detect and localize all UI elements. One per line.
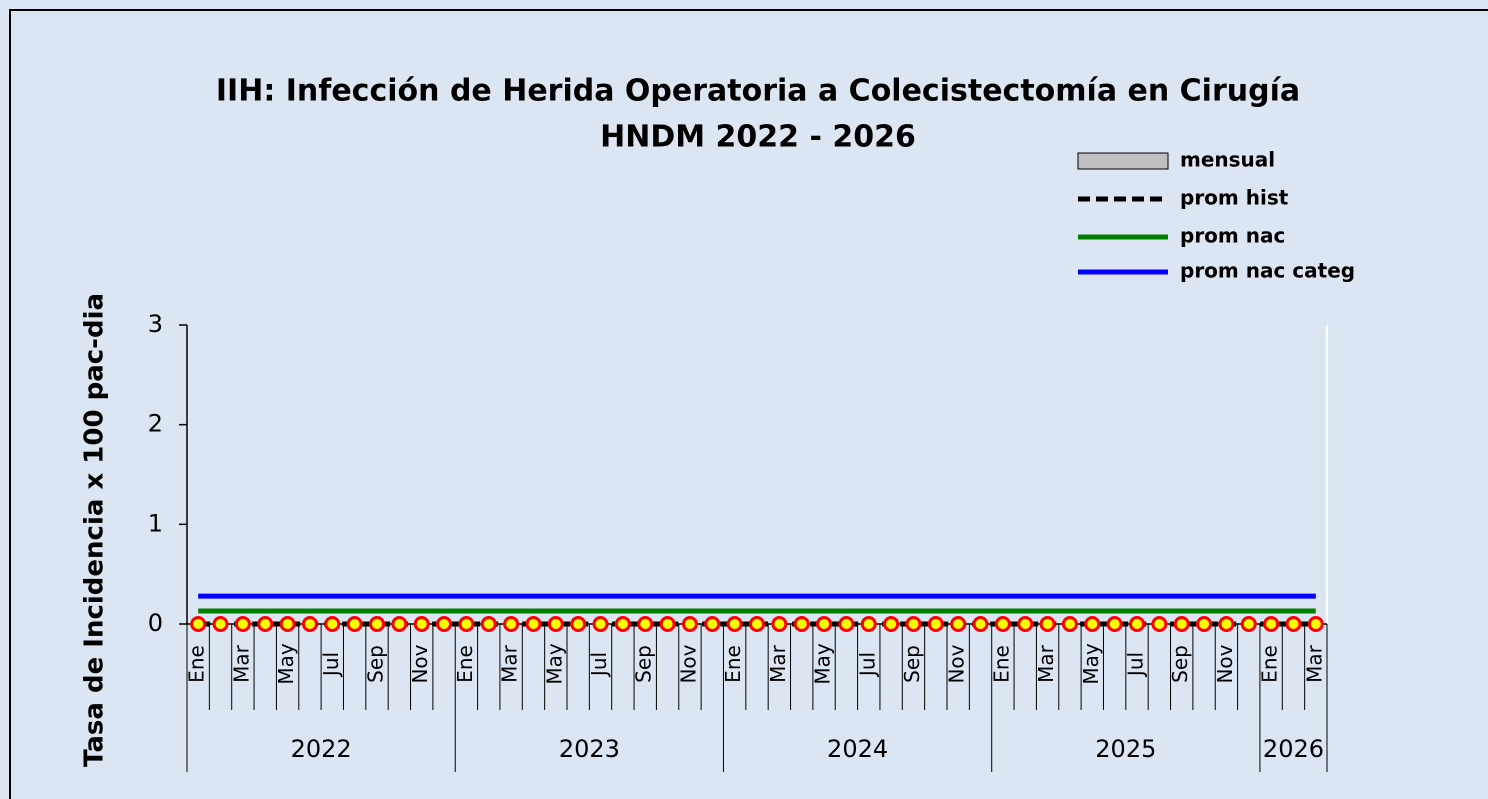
marker [659,616,676,632]
marker [681,616,698,632]
x-tick-label: Jul [855,652,879,678]
marker [436,616,453,632]
marker [1173,616,1190,632]
marker [1106,616,1123,632]
marker [346,616,363,632]
marker [257,616,274,632]
x-tick-label: Mar [1302,644,1326,683]
year-label: 2025 [1095,735,1156,763]
marker [1129,616,1145,632]
marker [279,616,296,632]
marker [324,616,341,632]
x-tick-label: Jul [1124,652,1148,678]
marker [190,616,207,632]
marker [1151,616,1168,632]
marker [793,616,810,632]
x-tick-label: Sep [364,645,388,683]
marker [391,616,408,632]
marker [972,616,989,632]
x-tick-label: May [1079,643,1103,685]
x-tick-label: May [542,643,566,685]
legend-label: mensual [1180,148,1275,172]
x-tick-label: Mar [229,644,253,683]
x-tick-label: Nov [945,644,969,683]
marker [369,616,385,632]
legend-swatch [1077,152,1169,170]
x-tick-label: Nov [1213,644,1237,683]
legend-label: prom nac [1180,224,1285,248]
chart-title: IIH: Infección de Herida Operatoria a Co… [216,74,1300,109]
marker [704,616,721,632]
marker [816,616,833,632]
marker [480,616,497,632]
marker [994,616,1011,632]
x-tick-label: May [274,643,298,685]
x-tick-label: Jul [319,652,343,678]
marker [1196,616,1213,632]
marker [1039,616,1056,632]
marker [749,616,765,632]
x-tick-label: Mar [1034,644,1058,683]
chart-subtitle: HNDM 2022 - 2026 [600,120,916,155]
marker [726,616,743,632]
marker [771,616,788,632]
marker [950,616,967,632]
y-tick-label: 2 [148,410,163,438]
x-tick-label: May [811,643,835,685]
legend-label: prom hist [1180,186,1289,210]
y-axis-title: Tasa de Incidencia x 100 pac-dia [80,293,110,767]
marker [838,616,855,632]
x-tick-label: Ene [1258,645,1282,683]
marker [860,616,877,632]
marker [212,616,229,632]
marker [927,616,944,632]
frame [9,9,1488,799]
marker [592,616,609,632]
marker [234,616,251,632]
x-tick-label: Ene [721,645,745,683]
marker [1061,616,1078,632]
marker [525,616,542,632]
marker [547,616,564,632]
marker [883,616,900,632]
x-tick-label: Jul [587,652,611,678]
x-tick-label: Ene [453,645,477,683]
marker [458,616,475,632]
marker [614,616,631,632]
y-tick-label: 0 [148,609,163,637]
marker [1263,616,1280,632]
x-tick-label: Nov [676,644,700,683]
y-tick-label: 3 [148,310,163,338]
year-label: 2023 [559,735,620,763]
marker [1285,616,1302,632]
marker [1240,616,1257,632]
marker [1307,616,1324,632]
x-tick-label: Nov [408,644,432,683]
marker [1084,616,1101,632]
x-tick-label: Ene [185,645,209,683]
x-tick-label: Sep [1168,645,1192,683]
year-label: 2024 [827,735,888,763]
x-tick-label: Sep [632,645,656,683]
year-label: 2026 [1263,735,1324,763]
marker [905,616,922,632]
marker [413,616,430,632]
x-tick-label: Mar [498,644,522,683]
marker [637,616,654,632]
year-label: 2022 [291,735,352,763]
marker [301,616,318,632]
x-tick-label: Mar [766,644,790,683]
x-tick-label: Ene [989,645,1013,683]
marker [503,616,520,632]
y-tick-label: 1 [148,509,163,537]
x-tick-label: Sep [900,645,924,683]
legend-label: prom nac categ [1180,259,1355,283]
marker [570,616,587,632]
marker [1218,616,1235,632]
marker [1017,616,1034,632]
